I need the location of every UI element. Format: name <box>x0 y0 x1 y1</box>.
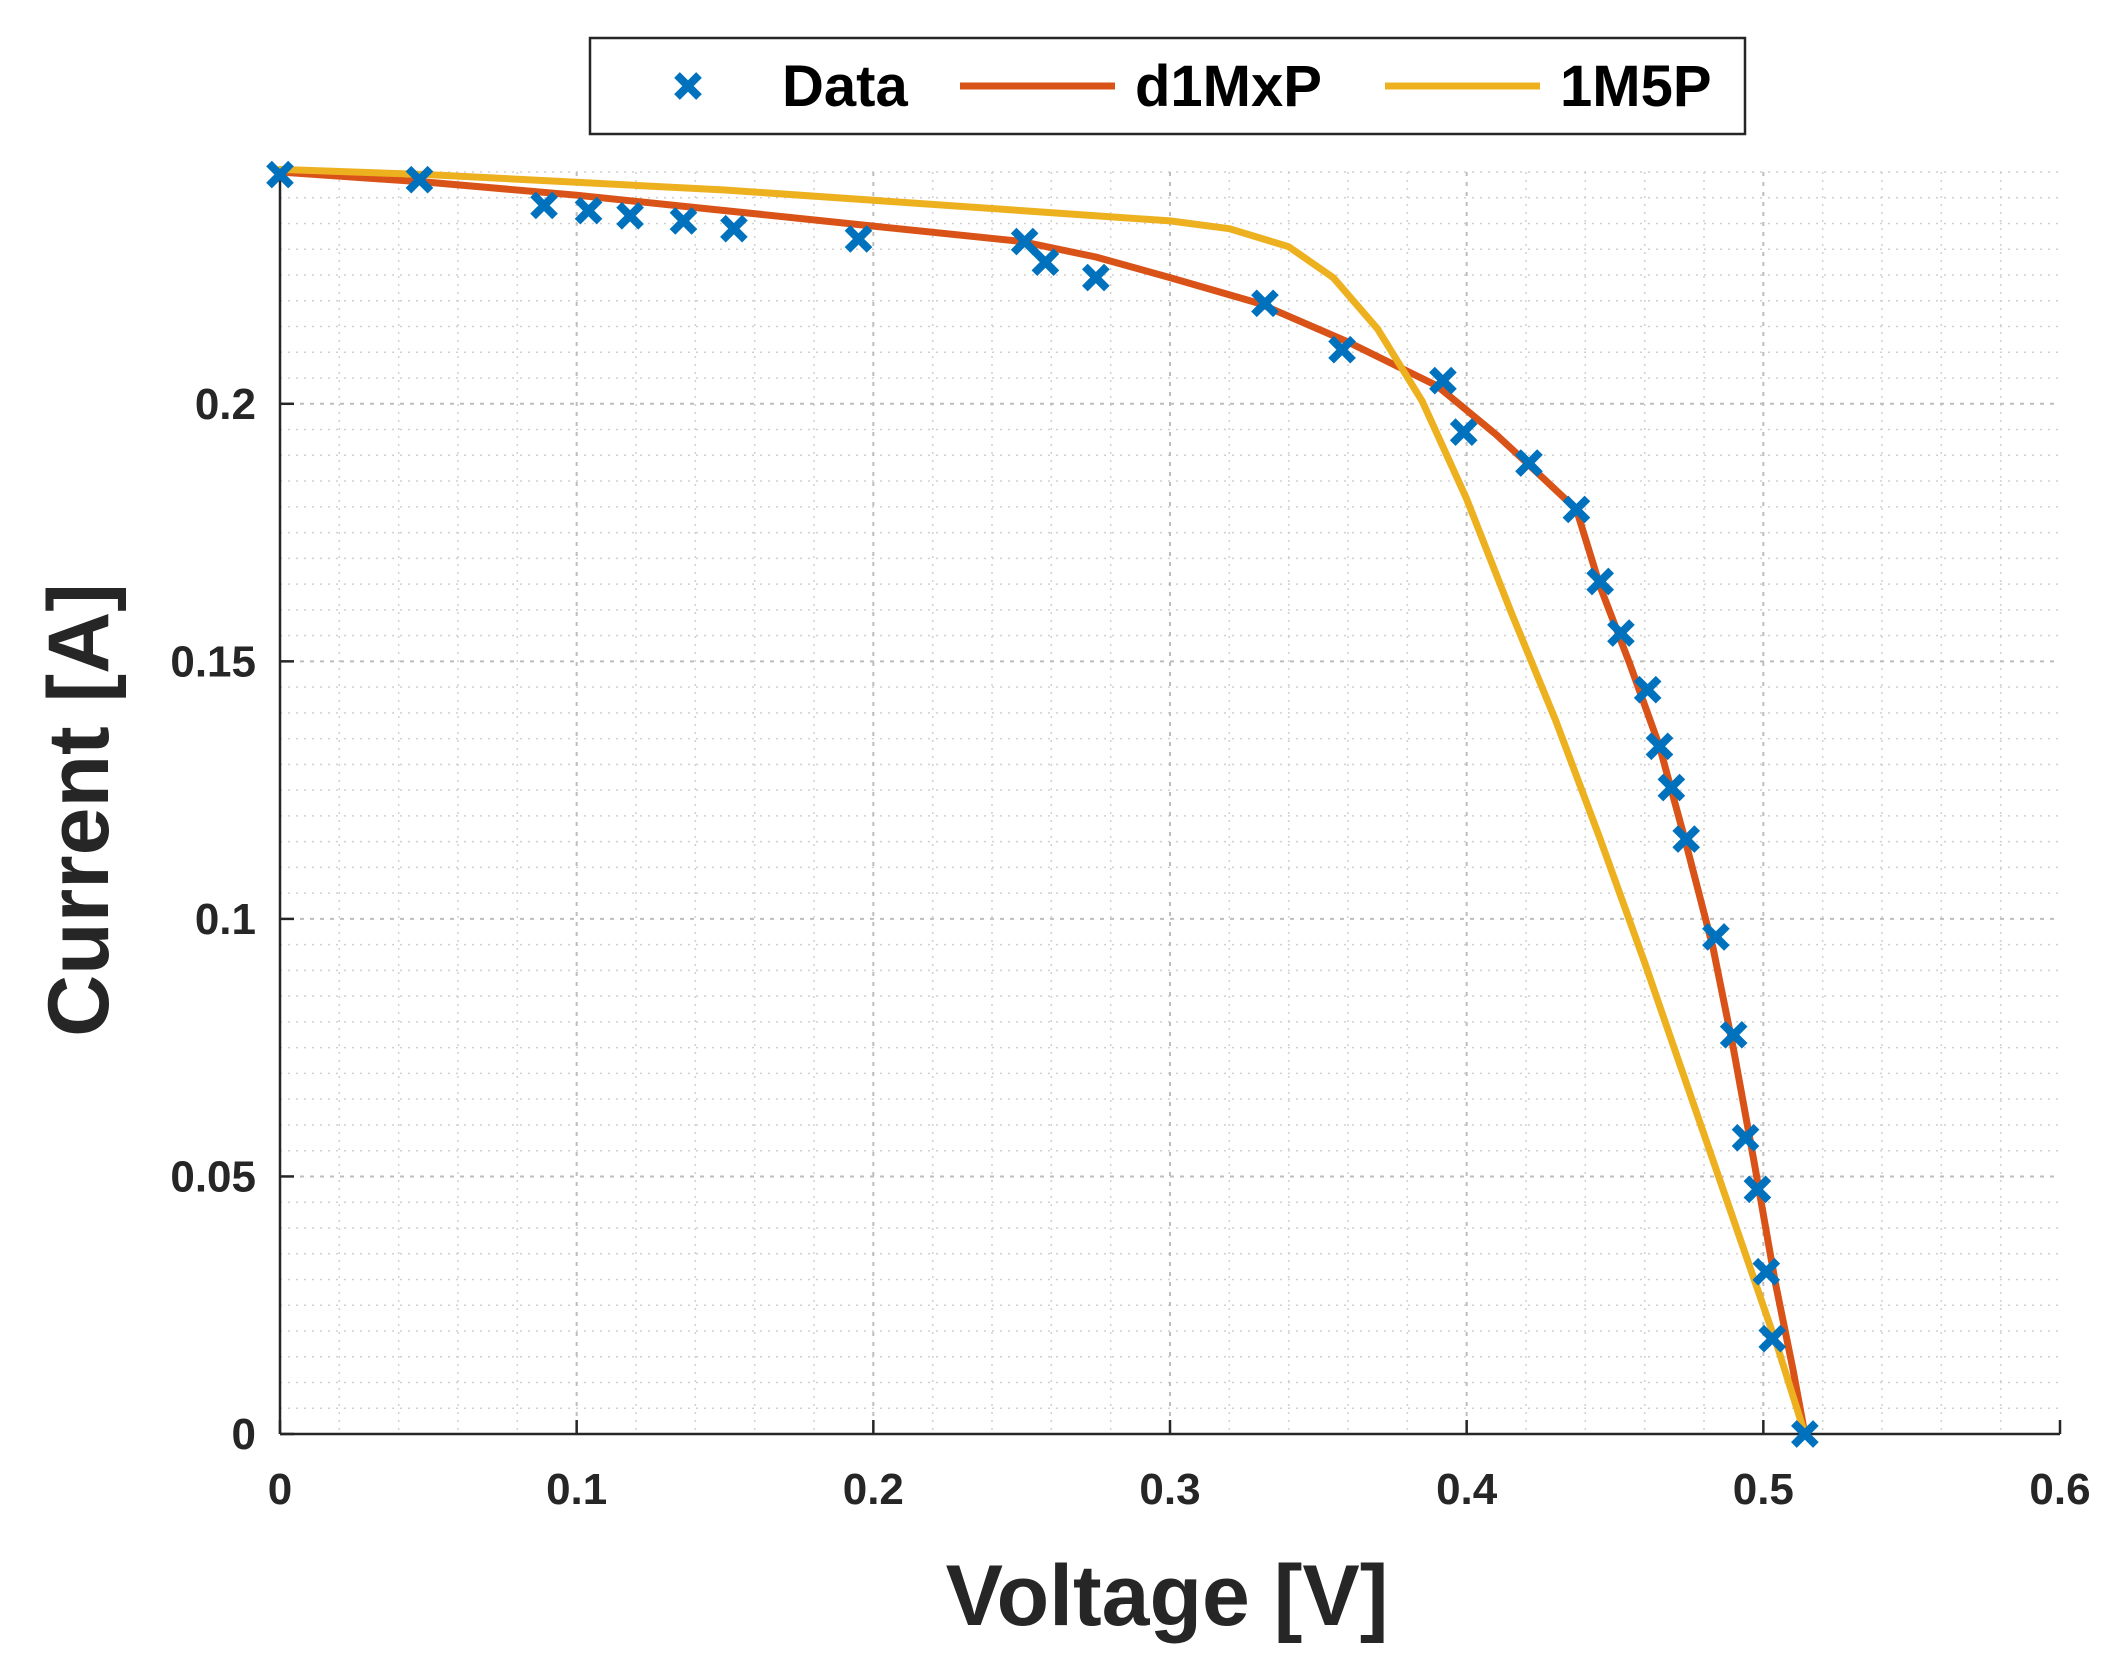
legend: Data d1MxP 1M5P <box>588 36 1747 136</box>
data-point <box>1586 567 1614 596</box>
legend-entry-1M5P: 1M5P <box>1385 54 1712 119</box>
data-point <box>1791 1420 1819 1448</box>
data-point <box>1702 923 1730 951</box>
data-point <box>530 191 558 220</box>
series-Data <box>266 160 1819 1448</box>
data-point <box>1719 1020 1748 1049</box>
series-1M5P <box>276 165 1809 1438</box>
x-tick-label: 0.2 <box>843 1465 904 1514</box>
y-tick-label: 0.15 <box>170 637 256 686</box>
legend-label: Data <box>782 54 908 119</box>
x-tick-label: 0.1 <box>546 1465 607 1514</box>
y-tick-label: 0.2 <box>195 380 256 429</box>
series-line-d1MxP <box>276 168 1809 1438</box>
grid <box>280 171 2060 1434</box>
data-point <box>720 214 748 243</box>
data-point <box>405 165 434 194</box>
data-point <box>1657 773 1686 802</box>
data-point <box>1251 289 1279 318</box>
data-point <box>844 225 873 253</box>
x-tick-label: 0.6 <box>2029 1465 2090 1514</box>
legend-marker <box>674 72 702 100</box>
data-point <box>1672 825 1701 853</box>
data-point <box>574 196 603 225</box>
y-axis-label: Current [A] <box>31 583 127 1037</box>
data-point <box>1607 619 1635 647</box>
data-point <box>1328 335 1356 364</box>
legend-label: d1MxP <box>1135 54 1322 119</box>
data-point <box>1010 227 1039 256</box>
y-tick-label: 0 <box>232 1410 256 1459</box>
legend-label: 1M5P <box>1560 54 1712 119</box>
legend-entry-Data: Data <box>674 54 908 119</box>
data-point <box>1752 1257 1781 1286</box>
data-point <box>1743 1175 1772 1204</box>
y-tick-label: 0.1 <box>195 895 256 944</box>
data-point <box>1515 449 1543 477</box>
x-tick-label: 0 <box>268 1465 292 1514</box>
data-point <box>616 201 644 230</box>
data-point <box>266 160 294 189</box>
series-line-1M5P <box>276 165 1809 1438</box>
data-point <box>1731 1123 1760 1152</box>
data-point <box>1562 495 1591 524</box>
data-point <box>1082 263 1110 292</box>
data-point <box>669 207 698 235</box>
data-point <box>1449 418 1478 446</box>
data-point <box>1429 366 1457 395</box>
legend-box <box>588 36 1747 136</box>
axes <box>278 172 2062 1436</box>
x-tick-label: 0.4 <box>1436 1465 1498 1514</box>
data-point <box>1758 1324 1787 1353</box>
y-tick-label: 0.05 <box>170 1152 256 1201</box>
data-point <box>1031 248 1060 276</box>
x-tick-label: 0.3 <box>1139 1465 1200 1514</box>
x-axis-label: Voltage [V] <box>946 1548 1389 1644</box>
data-point <box>1633 675 1662 704</box>
legend-entry-d1MxP: d1MxP <box>960 54 1322 119</box>
tick-labels: 0 0.1 0.2 0.3 0.4 0.5 0.6 0 0.05 0.1 0.15 0.2 <box>170 380 2090 1514</box>
data-point <box>1645 732 1674 761</box>
x-tick-label: 0.5 <box>1733 1465 1794 1514</box>
series-layer <box>266 160 1819 1448</box>
series-d1MxP <box>276 168 1809 1438</box>
